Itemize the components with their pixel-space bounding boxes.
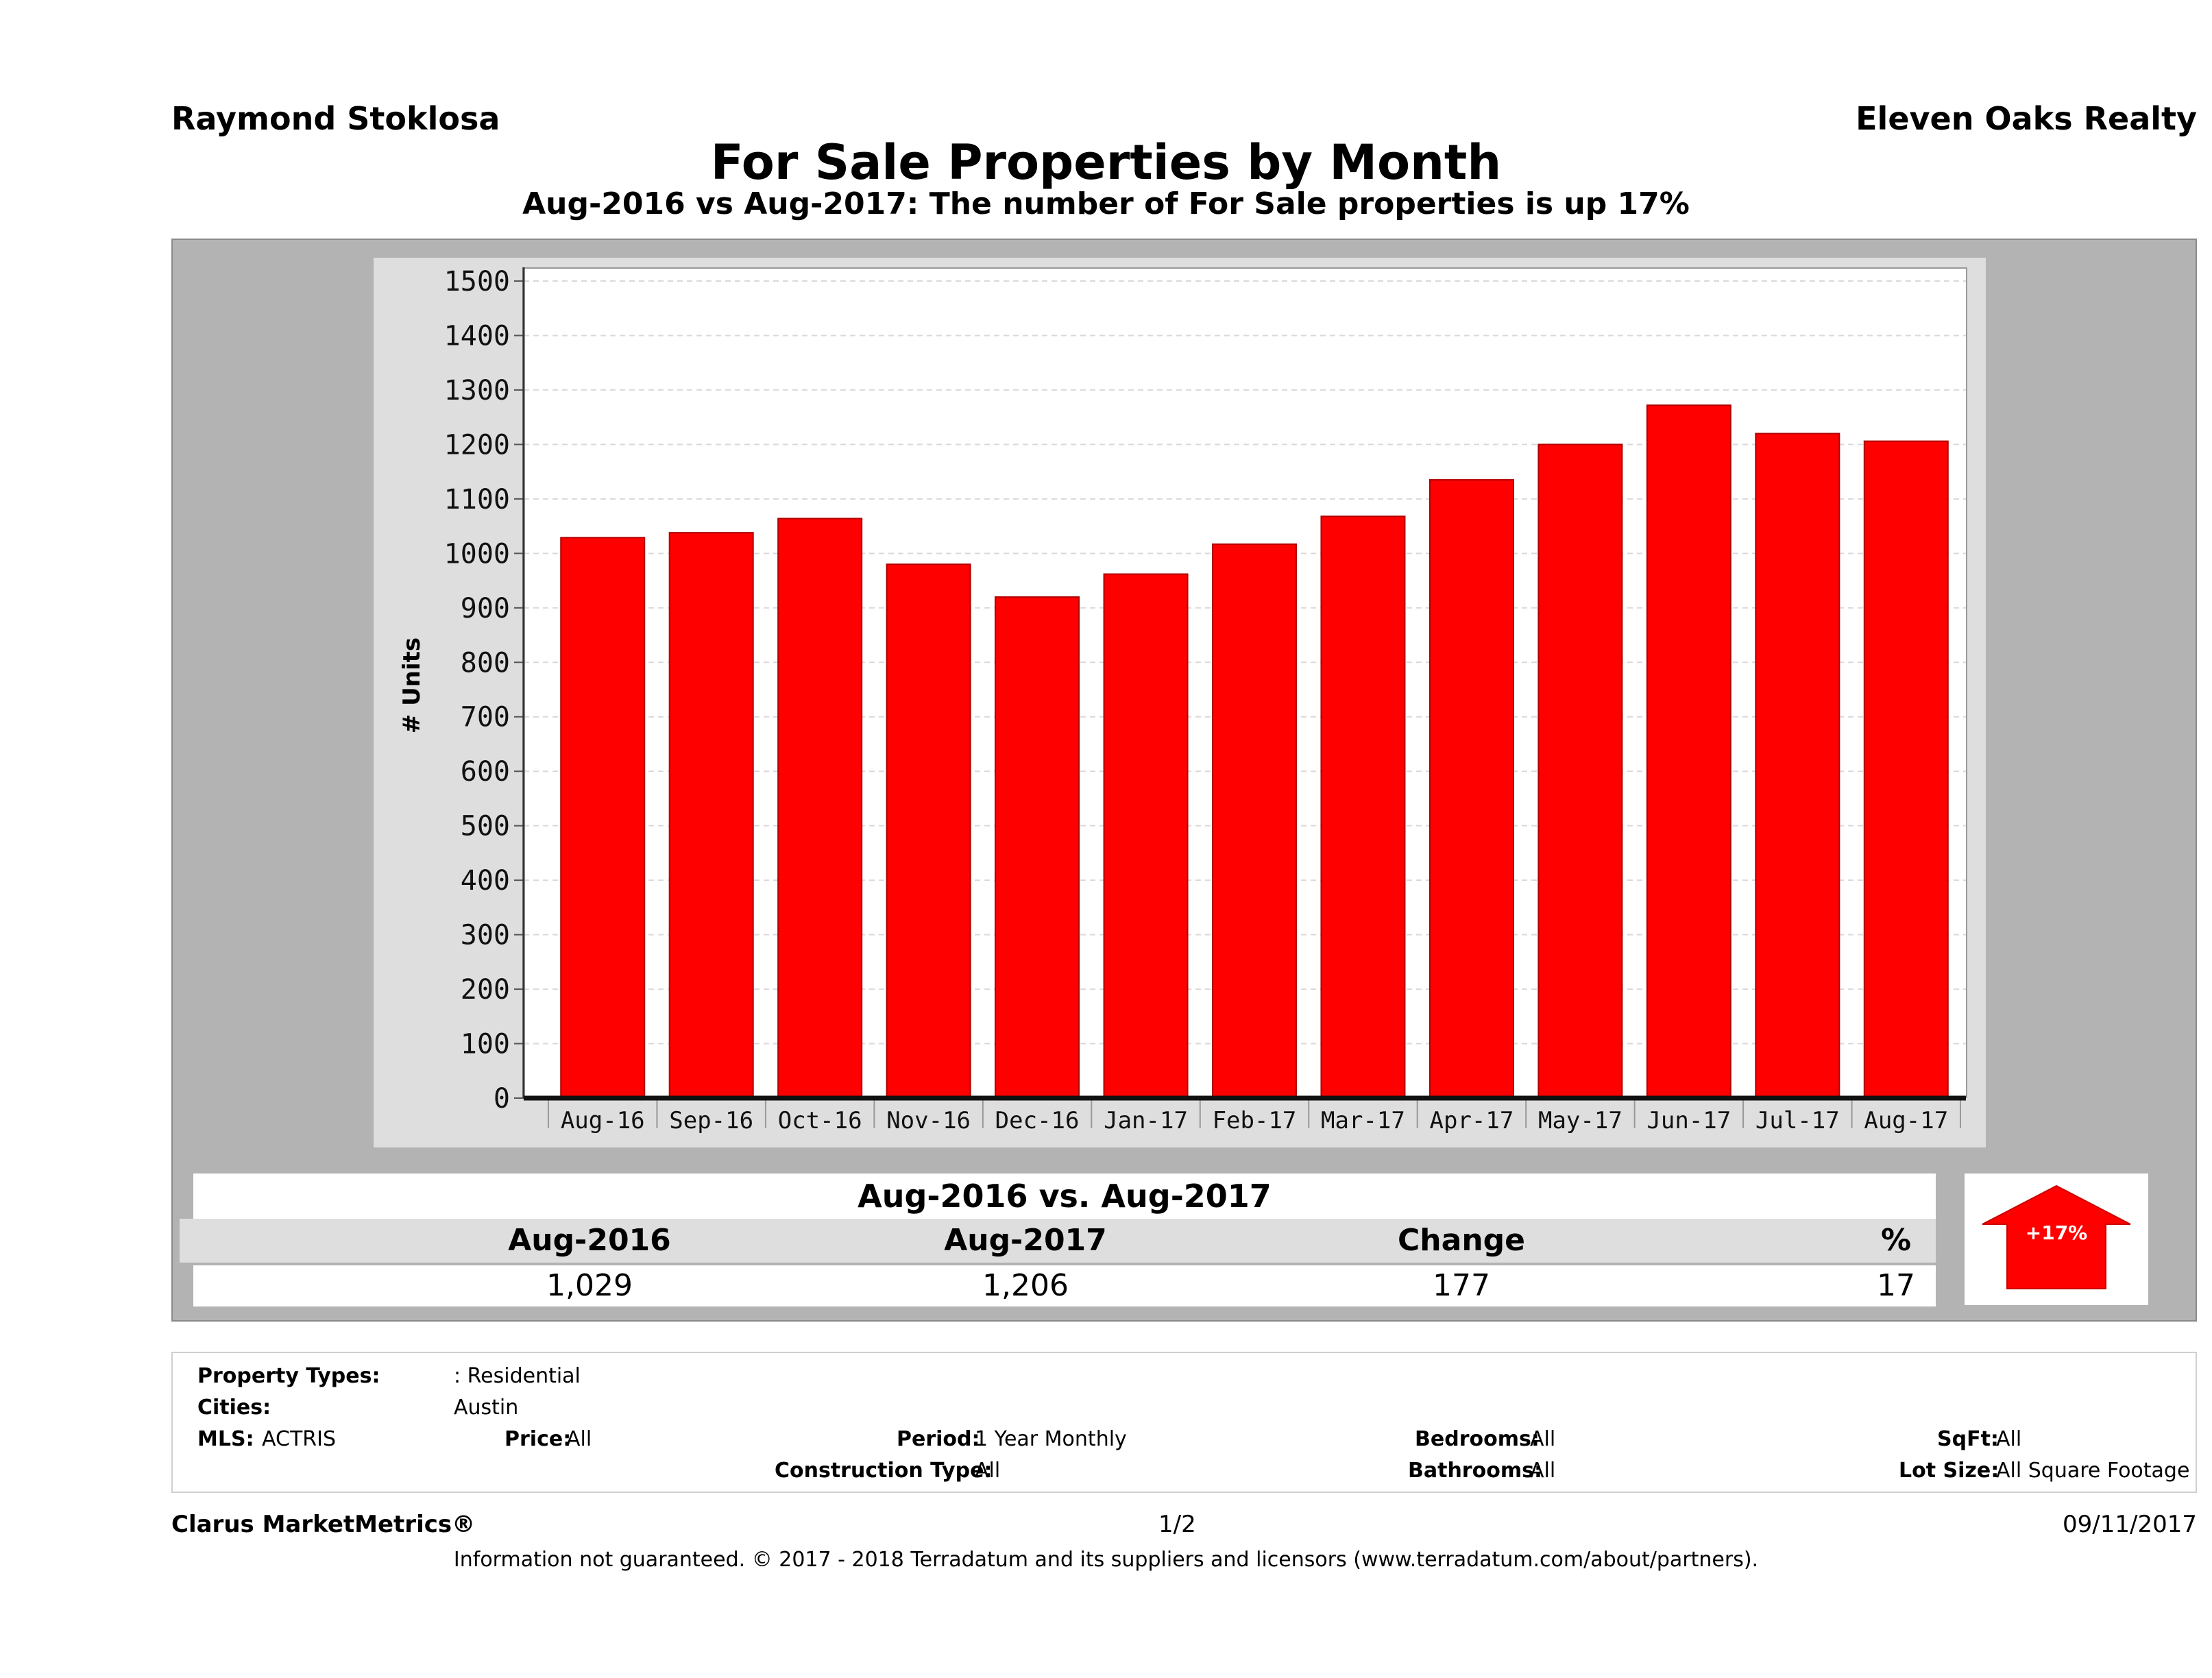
badge-label: +17% xyxy=(2026,1221,2087,1244)
change-badge: +17% xyxy=(1965,1174,2148,1305)
y-tick-label: 1500 xyxy=(444,266,510,297)
axes: 0 100 200 300 400 500 600 700 800 900 1000 1100 1200… xyxy=(444,266,1966,1134)
x-tick-label: Oct-16 xyxy=(778,1107,862,1134)
y-tick-label: 1400 xyxy=(444,320,510,352)
y-tick-label: 800 xyxy=(461,647,510,679)
agent-name: Raymond Stoklosa xyxy=(171,100,500,137)
bar-Feb-17 xyxy=(1212,543,1297,1099)
x-tick-label: Mar-17 xyxy=(1321,1107,1405,1134)
page-number: 1/2 xyxy=(1158,1511,1196,1538)
bar-Aug-17 xyxy=(1863,440,1949,1099)
cities-value: Austin xyxy=(454,1396,519,1420)
product-name: Clarus MarketMetrics® xyxy=(171,1511,476,1538)
x-tick-label: Aug-17 xyxy=(1864,1107,1948,1134)
disclaimer: Information not guaranteed. © 2017 - 201… xyxy=(453,1548,1759,1572)
x-tick-label: Feb-17 xyxy=(1213,1107,1297,1134)
brokerage-name: Eleven Oaks Realty xyxy=(1856,100,2197,137)
sqft-label: SqFt: xyxy=(1937,1427,1999,1451)
comparison-header-change: Change xyxy=(1398,1223,1525,1258)
comparison-header-aug2017: Aug-2017 xyxy=(944,1223,1107,1258)
bar-Dec-16 xyxy=(995,596,1080,1099)
bedrooms-value: All xyxy=(1530,1427,1556,1451)
report-date: 09/11/2017 xyxy=(2063,1511,2197,1538)
x-tick-label: Sep-16 xyxy=(669,1107,753,1134)
y-tick-label: 1300 xyxy=(444,375,510,406)
bar-May-17 xyxy=(1538,443,1623,1099)
construction-type-value: All xyxy=(975,1459,1001,1483)
comparison-header-row: Aug-2016 Aug-2017 Change % xyxy=(180,1219,1936,1263)
x-tick-label: Nov-16 xyxy=(886,1107,971,1134)
y-tick-label: 1100 xyxy=(444,484,510,515)
sqft-value: All xyxy=(1996,1427,2022,1451)
cities-label: Cities: xyxy=(197,1396,271,1420)
lot-size-value: All Square Footage xyxy=(1996,1459,2190,1483)
y-tick-label: 600 xyxy=(461,756,510,788)
bar-Jul-17 xyxy=(1755,433,1840,1099)
x-tick-label: Dec-16 xyxy=(995,1107,1080,1134)
y-tick-label: 1000 xyxy=(444,538,510,570)
period-value: 1 Year Monthly xyxy=(975,1427,1127,1451)
y-tick-label: 500 xyxy=(461,811,510,842)
bar-Jun-17 xyxy=(1646,404,1731,1099)
price-value: All xyxy=(566,1427,592,1451)
y-tick-label: 200 xyxy=(461,974,510,1006)
lot-size-label: Lot Size: xyxy=(1899,1459,2000,1483)
comparison-title: Aug-2016 vs. Aug-2017 xyxy=(193,1174,1936,1219)
bedrooms-label: Bedrooms: xyxy=(1415,1427,1540,1451)
x-tick-label: Jun-17 xyxy=(1646,1107,1731,1134)
mls-label: MLS: xyxy=(197,1427,254,1451)
bar-Mar-17 xyxy=(1320,515,1406,1099)
period-label: Period: xyxy=(897,1427,980,1451)
y-axis-label: # Units xyxy=(398,637,426,733)
bars xyxy=(560,404,1949,1099)
bar-Aug-16 xyxy=(560,537,646,1099)
comparison-value-aug2017: 1,206 xyxy=(982,1268,1069,1303)
filter-info-box: Property Types: : Residential Cities: Au… xyxy=(171,1352,2197,1493)
comparison-header-percent: % xyxy=(1880,1223,1912,1258)
bathrooms-value: All xyxy=(1530,1459,1556,1483)
x-tick-label: Jul-17 xyxy=(1755,1107,1840,1134)
y-tick-label: 400 xyxy=(461,865,510,897)
comparison-value-row: 1,029 1,206 177 17 xyxy=(193,1265,1936,1306)
bar-Oct-16 xyxy=(777,518,863,1099)
bar-Jan-17 xyxy=(1103,573,1189,1099)
y-tick-label: 900 xyxy=(461,593,510,624)
property-types-label: Property Types: xyxy=(197,1364,380,1388)
chart-subtitle: Aug-2016 vs Aug-2017: The number of For … xyxy=(522,186,1690,221)
up-arrow-icon: +17% xyxy=(1982,1184,2131,1289)
x-tick-label: Apr-17 xyxy=(1430,1107,1514,1134)
comparison-header-aug2016: Aug-2016 xyxy=(508,1223,671,1258)
bathrooms-label: Bathrooms: xyxy=(1408,1459,1542,1483)
comparison-value-aug2016: 1,029 xyxy=(546,1268,633,1303)
comparison-value-change: 177 xyxy=(1433,1268,1490,1303)
y-tick-label: 100 xyxy=(461,1029,510,1060)
bar-Nov-16 xyxy=(886,563,971,1099)
construction-type-label: Construction Type: xyxy=(775,1459,993,1483)
bar-Apr-17 xyxy=(1429,479,1514,1099)
y-tick-label: 700 xyxy=(461,702,510,733)
comparison-value-percent: 17 xyxy=(1877,1268,1915,1303)
bar-Sep-16 xyxy=(668,532,754,1099)
y-tick-label: 1200 xyxy=(444,429,510,461)
x-tick-label: Jan-17 xyxy=(1104,1107,1188,1134)
mls-value: ACTRIS xyxy=(262,1427,337,1451)
property-types-value: : Residential xyxy=(454,1364,581,1388)
y-tick-label: 300 xyxy=(461,920,510,951)
x-tick-label: Aug-16 xyxy=(561,1107,645,1134)
x-tick-label: May-17 xyxy=(1538,1107,1622,1134)
price-label: Price: xyxy=(505,1427,572,1451)
y-tick-label: 0 xyxy=(494,1083,510,1115)
chart-title: For Sale Properties by Month xyxy=(710,134,1502,191)
